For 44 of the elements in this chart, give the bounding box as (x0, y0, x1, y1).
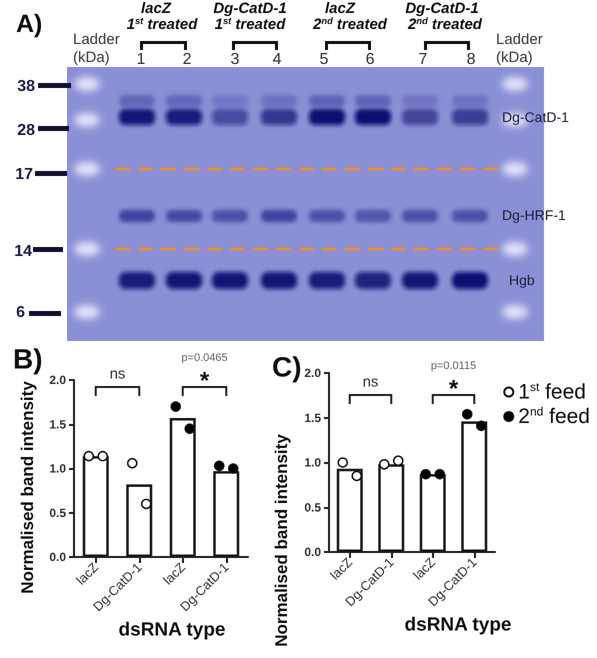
text: 1 2 (136, 51, 192, 69)
y-tick-label: 1.5 (49, 417, 66, 432)
annotation: * (200, 368, 210, 394)
text: 28 (17, 122, 35, 140)
y-tick-label: 1.0 (304, 456, 322, 470)
text: 5 6 (320, 51, 374, 69)
y-tick-label: 0.0 (304, 545, 322, 559)
text: Dg-CatD-1 (405, 0, 479, 17)
text: 1$^{st}$ treated (214, 16, 286, 33)
y-axis-title: Normalised band intensity (272, 434, 291, 647)
text: Ladder (kDa) (73, 31, 121, 67)
text: 7 8 (418, 51, 476, 69)
text: 17 (15, 166, 33, 184)
text: 38 (17, 78, 35, 96)
text: 14 (14, 243, 32, 261)
x-axis-title: dsRNA type (404, 614, 512, 636)
y-tick-label: 2.0 (304, 366, 322, 380)
text: p=0.0115 (430, 360, 476, 372)
chart-title: B) (13, 344, 43, 374)
text: lacZ (324, 0, 356, 17)
text: Dg-CatD-1 (213, 0, 287, 17)
annotation: ns (362, 374, 378, 390)
text: 1$^{st}$ treated (126, 16, 198, 33)
text: A) (16, 10, 42, 38)
text: 2$^{nd}$ treated (408, 16, 482, 33)
text: p=0.0465 (181, 352, 228, 364)
text: 2$^{nd}$ treated (313, 16, 387, 33)
text: Hgb (509, 272, 535, 288)
y-tick-label: 0.5 (49, 506, 66, 520)
y-tick-label: 0.5 (304, 500, 322, 514)
y-tick-label: 1.5 (304, 410, 322, 425)
y-tick-label: 1.0 (49, 462, 66, 476)
x-axis-title: dsRNA type (118, 620, 226, 641)
y-tick-label: 0.0 (49, 550, 66, 564)
y-tick-label: 2.0 (49, 373, 66, 387)
annotation: * (448, 376, 459, 402)
y-axis-title: Normalised band intensity (18, 380, 37, 594)
chart-title: C) (272, 352, 302, 382)
annotation: ns (110, 366, 126, 382)
text: Ladder (kDa) (496, 31, 544, 67)
text: lacZ (140, 0, 172, 17)
text: 3 4 (230, 51, 282, 69)
text: Dg-CatD-1 (502, 109, 569, 125)
text: 6 (16, 304, 25, 322)
